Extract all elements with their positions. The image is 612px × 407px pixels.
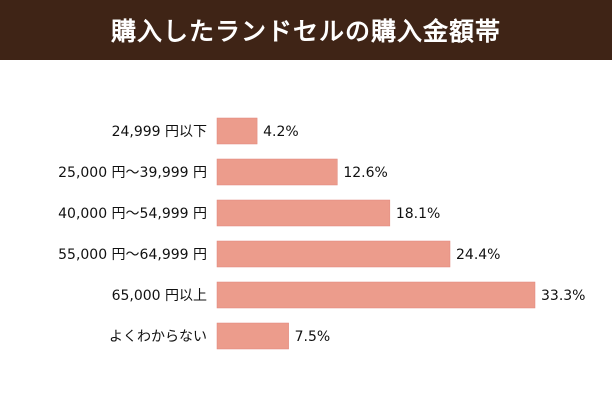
bar bbox=[216, 281, 536, 309]
data-label: 24.4% bbox=[456, 247, 500, 263]
data-label: 7.5% bbox=[295, 329, 331, 345]
category-label: 25,000 円〜39,999 円 bbox=[58, 165, 207, 181]
data-label: 18.1% bbox=[396, 206, 440, 222]
category-label: よくわからない bbox=[109, 329, 207, 345]
bar bbox=[216, 199, 391, 227]
data-label: 12.6% bbox=[343, 165, 387, 181]
data-label: 33.3% bbox=[541, 288, 585, 304]
category-label: 65,000 円以上 bbox=[112, 288, 207, 304]
category-label: 55,000 円〜64,999 円 bbox=[58, 247, 207, 263]
bar bbox=[216, 158, 338, 186]
category-label: 40,000 円〜54,999 円 bbox=[58, 206, 207, 222]
bar bbox=[216, 117, 258, 145]
category-label: 24,999 円以下 bbox=[112, 124, 207, 140]
bar bbox=[216, 240, 451, 268]
bar-chart: 24,999 円以下 4.2% 25,000 円〜39,999 円 12.6% 40,0… bbox=[58, 117, 585, 350]
page-title: 購入したランドセルの購入金額帯 bbox=[0, 0, 612, 60]
bar bbox=[216, 322, 289, 350]
data-label: 4.2% bbox=[263, 124, 299, 140]
